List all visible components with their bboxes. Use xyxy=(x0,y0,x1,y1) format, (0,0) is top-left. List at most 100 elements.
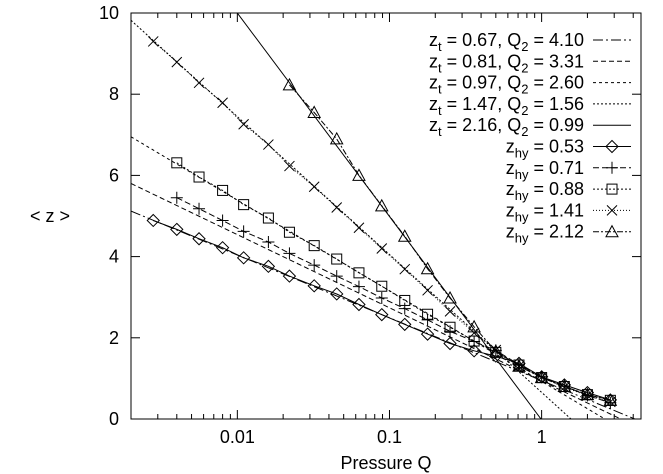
data-point-4-2 xyxy=(329,131,344,145)
data-point-4-12 xyxy=(557,379,572,393)
data-point-1-2 xyxy=(216,214,229,227)
legend-marker-8 xyxy=(606,205,618,216)
data-point-0-12 xyxy=(420,327,435,341)
data-point-0-8 xyxy=(330,287,344,301)
data-point-0-2 xyxy=(192,232,206,246)
legend-label-4: zt = 2.16, Q2 = 0.99 xyxy=(429,115,584,139)
data-point-1-5 xyxy=(283,247,296,260)
data-point-1-17 xyxy=(558,380,571,393)
data-point-3-8 xyxy=(331,202,343,213)
data-point-4-9 xyxy=(488,344,503,357)
data-point-2-6 xyxy=(308,240,320,252)
data-point-4-1 xyxy=(307,105,322,118)
sim-line-3 xyxy=(152,41,611,403)
data-point-1-12 xyxy=(444,325,457,338)
data-point-0-1 xyxy=(170,222,184,237)
data-point-3-10 xyxy=(376,243,388,254)
y-tick-label-4: 8 xyxy=(109,84,119,104)
legend-marker-5 xyxy=(605,139,619,154)
data-point-3-7 xyxy=(308,181,320,193)
data-point-2-1 xyxy=(193,171,205,183)
data-point-3-1 xyxy=(171,56,183,68)
data-point-2-12 xyxy=(444,321,456,333)
data-point-1-7 xyxy=(330,270,343,283)
legend-marker-7 xyxy=(606,183,618,195)
data-point-2-13 xyxy=(468,335,480,347)
data-point-3-19 xyxy=(582,390,593,401)
data-point-2-0 xyxy=(171,157,183,169)
data-point-2-10 xyxy=(399,294,411,306)
data-point-3-18 xyxy=(558,381,570,393)
data-point-0-10 xyxy=(375,307,389,322)
theory-line-2 xyxy=(131,136,606,419)
legend-marker-6 xyxy=(606,161,618,174)
data-point-2-4 xyxy=(262,212,274,224)
legend-label-8: zhy = 1.41 xyxy=(506,200,584,224)
legend-label-1: zt = 0.81, Q2 = 3.31 xyxy=(429,51,584,75)
series-lines xyxy=(131,13,635,419)
data-point-4-7 xyxy=(443,290,457,304)
data-point-3-6 xyxy=(284,160,295,172)
legend-label-3: zt = 1.47, Q2 = 1.56 xyxy=(429,94,584,118)
data-point-0-11 xyxy=(398,317,412,332)
legend-label-9: zhy = 2.12 xyxy=(506,222,584,246)
data-point-3-14 xyxy=(468,327,480,339)
data-point-1-19 xyxy=(604,396,617,409)
data-point-3-0 xyxy=(147,36,159,47)
x-tick-label-2: 1 xyxy=(537,427,547,447)
data-point-4-11 xyxy=(534,370,549,384)
data-point-0-5 xyxy=(261,259,276,274)
data-point-3-12 xyxy=(422,284,433,296)
data-point-3-2 xyxy=(193,77,205,89)
data-point-2-14 xyxy=(490,346,502,358)
legend-label-7: zhy = 0.88 xyxy=(506,179,584,203)
data-point-1-13 xyxy=(468,335,481,348)
data-point-2-7 xyxy=(331,253,343,265)
data-point-1-4 xyxy=(262,235,275,248)
y-tick-label-2: 4 xyxy=(109,247,119,267)
data-point-1-9 xyxy=(375,292,388,305)
data-point-4-4 xyxy=(374,198,389,212)
data-point-2-3 xyxy=(238,199,250,211)
data-point-3-17 xyxy=(536,371,547,383)
data-point-1-6 xyxy=(308,259,321,272)
theory-line-3 xyxy=(131,19,572,419)
data-point-3-11 xyxy=(399,263,411,275)
data-point-0-14 xyxy=(467,344,481,358)
plot-frame xyxy=(130,12,642,420)
data-point-1-10 xyxy=(398,302,411,315)
y-tick-label-1: 2 xyxy=(109,328,119,348)
legend-label-6: zhy = 0.71 xyxy=(506,158,584,182)
y-tick-label-5: 10 xyxy=(99,3,119,23)
data-point-1-0 xyxy=(170,191,183,204)
data-point-3-4 xyxy=(238,118,249,130)
data-point-2-5 xyxy=(283,226,295,238)
data-point-0-6 xyxy=(282,269,297,283)
data-point-4-10 xyxy=(512,359,526,372)
legend-label-0: zt = 0.67, Q2 = 4.10 xyxy=(429,30,584,54)
y-axis-label: < z > xyxy=(30,206,70,226)
data-point-1-11 xyxy=(421,313,434,326)
data-point-4-6 xyxy=(420,261,435,275)
data-point-0-0 xyxy=(146,213,160,228)
data-point-1-1 xyxy=(193,202,206,215)
data-point-2-9 xyxy=(376,280,388,292)
data-point-2-2 xyxy=(217,184,229,196)
data-point-0-13 xyxy=(443,336,457,351)
data-point-4-0 xyxy=(282,77,297,91)
x-tick-label-0: 0.01 xyxy=(220,427,255,447)
sim-line-2 xyxy=(176,162,611,401)
y-tick-label-0: 0 xyxy=(109,409,119,429)
y-tick-label-3: 6 xyxy=(109,165,119,185)
data-point-1-8 xyxy=(352,280,365,293)
data-point-4-3 xyxy=(352,168,366,181)
data-point-4-14 xyxy=(603,393,618,406)
data-point-0-4 xyxy=(236,251,251,265)
data-point-4-8 xyxy=(467,319,481,333)
series-markers xyxy=(146,36,618,409)
data-point-2-8 xyxy=(353,267,365,279)
data-point-0-3 xyxy=(215,240,230,255)
